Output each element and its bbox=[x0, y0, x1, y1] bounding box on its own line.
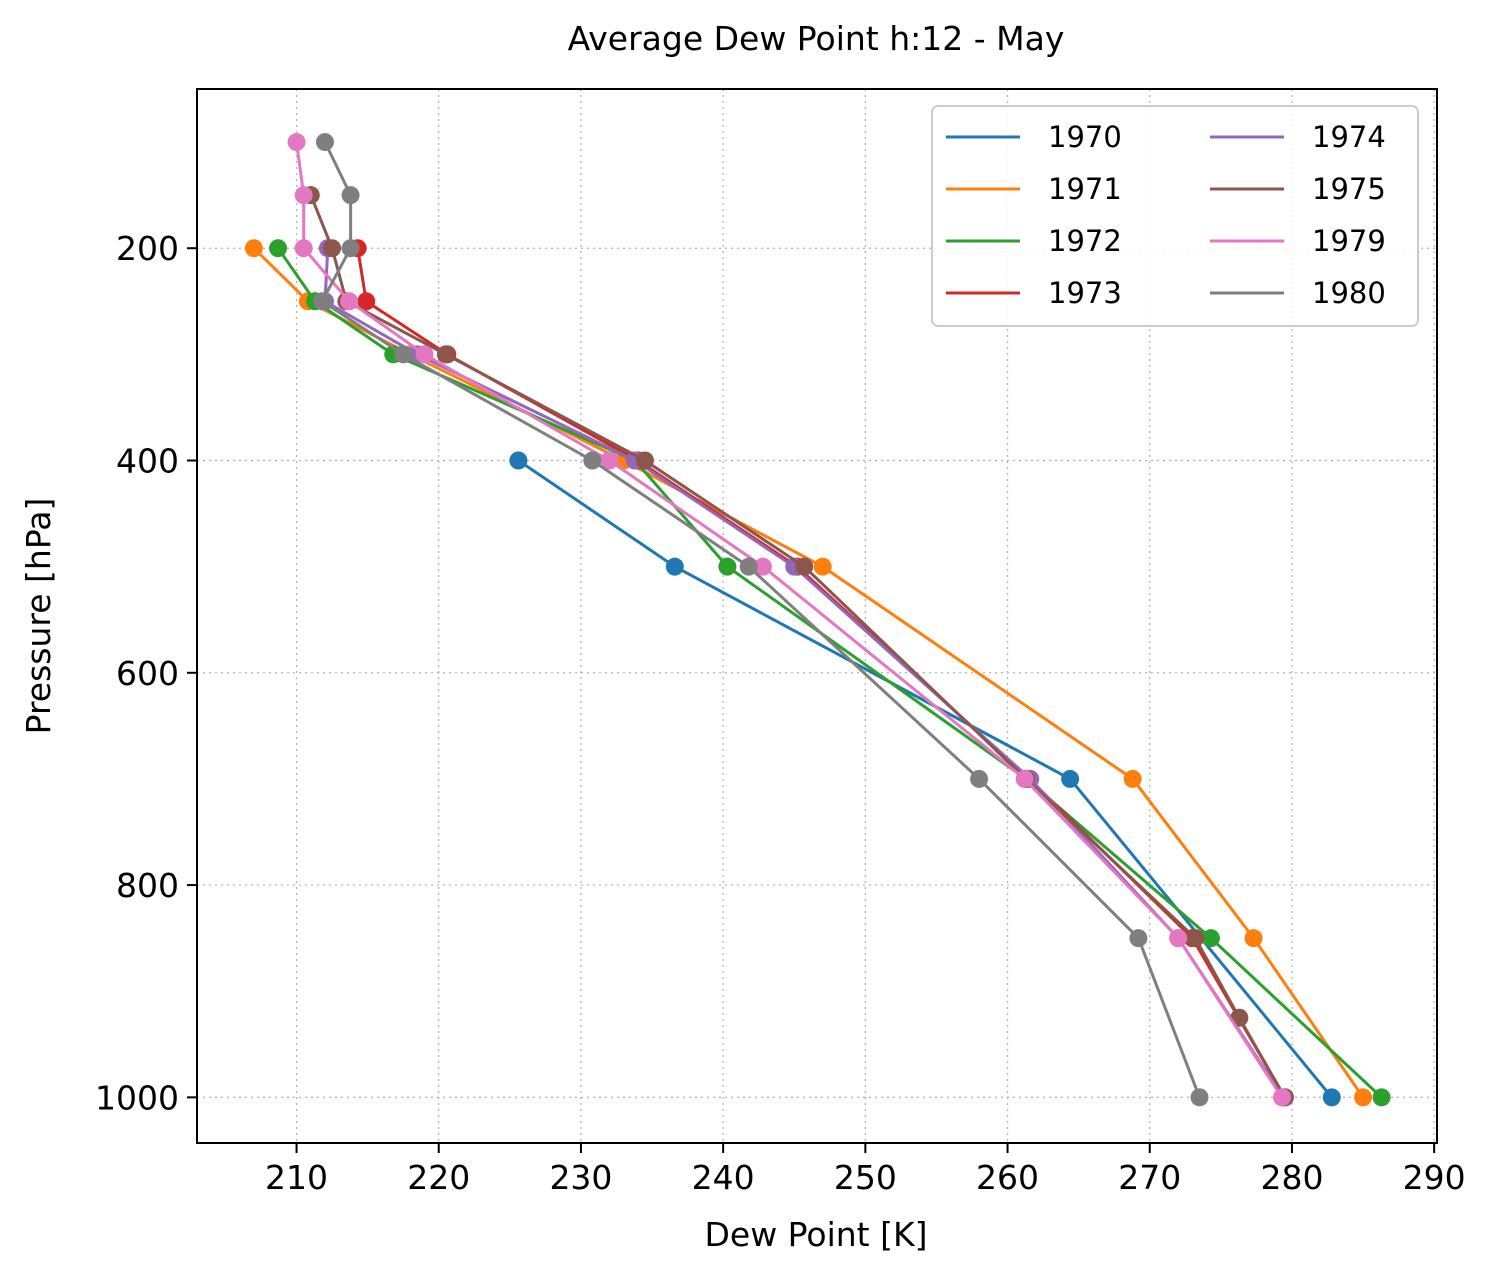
data-point bbox=[509, 451, 528, 470]
x-tick-label: 270 bbox=[1118, 1158, 1181, 1197]
legend-label: 1972 bbox=[1048, 224, 1122, 258]
data-point bbox=[294, 186, 313, 205]
data-point bbox=[269, 239, 288, 258]
data-point bbox=[357, 292, 376, 311]
data-point bbox=[340, 292, 359, 311]
data-point bbox=[287, 133, 306, 152]
data-point bbox=[294, 239, 313, 258]
data-point bbox=[970, 769, 989, 788]
x-axis: 210 220 230 240 250 260 270 280 290 bbox=[265, 1143, 1466, 1197]
legend-label: 1975 bbox=[1312, 172, 1386, 206]
series-line bbox=[517, 459, 1333, 1099]
x-tick-label: 290 bbox=[1403, 1158, 1466, 1197]
series-line bbox=[309, 194, 1287, 1099]
y-tick-label: 600 bbox=[116, 654, 179, 693]
data-point bbox=[1354, 1088, 1373, 1107]
legend-label: 1974 bbox=[1312, 120, 1386, 154]
data-point bbox=[1322, 1088, 1341, 1107]
data-point bbox=[313, 292, 332, 311]
y-axis-label: Pressure [hPa] bbox=[19, 498, 58, 735]
series-line bbox=[320, 141, 1201, 1098]
data-point bbox=[739, 557, 758, 576]
data-point bbox=[244, 239, 263, 258]
data-point bbox=[583, 451, 602, 470]
data-point bbox=[1201, 929, 1220, 948]
data-point bbox=[1061, 769, 1080, 788]
data-point bbox=[1123, 769, 1142, 788]
y-tick-label: 800 bbox=[116, 866, 179, 905]
data-point bbox=[1186, 929, 1205, 948]
series-1979 bbox=[287, 133, 1291, 1107]
x-tick-label: 260 bbox=[976, 1158, 1039, 1197]
series-layer bbox=[244, 133, 1391, 1107]
legend-label: 1971 bbox=[1048, 172, 1122, 206]
legend-label: 1970 bbox=[1048, 120, 1122, 154]
x-tick-label: 250 bbox=[834, 1158, 897, 1197]
data-point bbox=[1273, 1088, 1291, 1107]
data-point bbox=[436, 345, 455, 364]
data-point bbox=[315, 133, 334, 152]
data-point bbox=[1190, 1088, 1209, 1107]
legend-label: 1973 bbox=[1048, 276, 1122, 310]
series-1970 bbox=[509, 451, 1341, 1107]
data-point bbox=[415, 345, 434, 364]
series-line bbox=[276, 247, 1383, 1099]
y-tick-label: 1000 bbox=[95, 1078, 179, 1117]
data-point bbox=[1230, 1008, 1249, 1027]
data-point bbox=[1169, 929, 1188, 948]
x-tick-label: 220 bbox=[407, 1158, 470, 1197]
data-point bbox=[1015, 769, 1034, 788]
legend-box bbox=[931, 105, 1419, 327]
data-point bbox=[813, 557, 832, 576]
y-tick-label: 200 bbox=[116, 229, 179, 268]
x-tick-label: 280 bbox=[1260, 1158, 1323, 1197]
y-tick-label: 400 bbox=[116, 442, 179, 481]
x-tick-label: 240 bbox=[692, 1158, 755, 1197]
plot-frame bbox=[196, 88, 1438, 1144]
data-point bbox=[635, 451, 654, 470]
chart-title: Average Dew Point h:12 - May bbox=[568, 19, 1065, 58]
legend: 1970 1971 1972 1973 1974 1975 1979 1980 bbox=[931, 105, 1419, 327]
data-point bbox=[1129, 929, 1148, 948]
data-point bbox=[795, 557, 814, 576]
data-point bbox=[600, 451, 619, 470]
legend-label: 1980 bbox=[1312, 276, 1386, 310]
x-tick-label: 210 bbox=[265, 1158, 328, 1197]
data-point bbox=[718, 557, 737, 576]
series-1980 bbox=[313, 133, 1209, 1107]
data-point bbox=[394, 345, 413, 364]
data-point bbox=[1244, 929, 1263, 948]
series-line bbox=[295, 141, 1284, 1099]
x-tick-label: 230 bbox=[549, 1158, 612, 1197]
data-point bbox=[341, 239, 360, 258]
data-point bbox=[753, 557, 772, 576]
data-point bbox=[323, 239, 342, 258]
y-axis: 200 400 600 800 1000 bbox=[95, 229, 197, 1117]
data-point bbox=[1372, 1088, 1391, 1107]
x-axis-label: Dew Point [K] bbox=[704, 1215, 927, 1254]
data-point bbox=[341, 186, 360, 205]
data-point bbox=[665, 557, 684, 576]
legend-label: 1979 bbox=[1312, 224, 1386, 258]
